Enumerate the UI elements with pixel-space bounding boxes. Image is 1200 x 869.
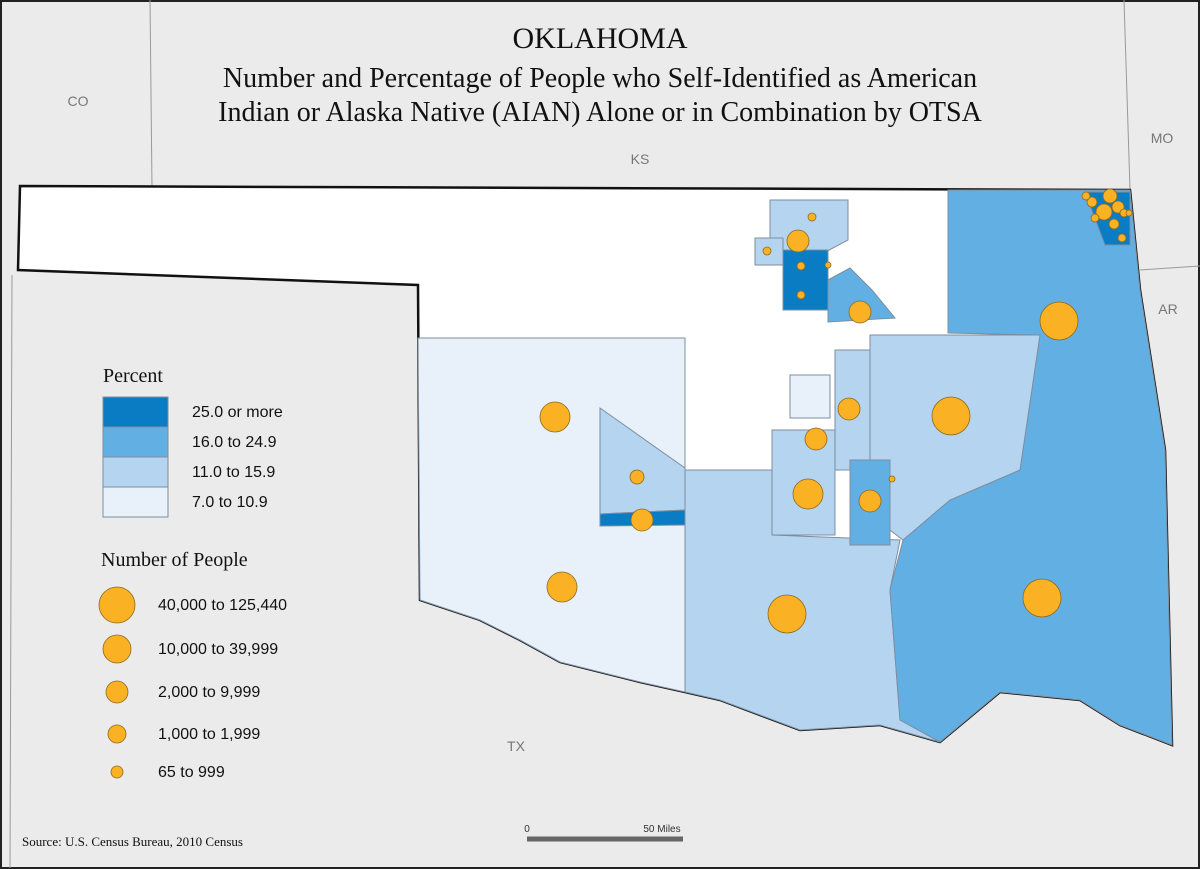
legend-swatch — [102, 396, 169, 428]
scale-start: 0 — [524, 824, 530, 835]
legend-symbol — [105, 680, 129, 704]
legend-swatch — [102, 426, 169, 458]
population-symbol — [1125, 209, 1133, 217]
population-symbol — [796, 261, 806, 271]
population-symbol — [629, 469, 645, 485]
legend-symbol — [110, 765, 124, 779]
population-symbol — [1039, 301, 1079, 341]
legend-label: 10,000 to 39,999 — [158, 641, 278, 658]
legend-label: 11.0 to 15.9 — [192, 464, 275, 481]
legend-swatch — [102, 456, 169, 488]
population-symbol — [858, 489, 882, 513]
population-symbol — [1117, 233, 1127, 243]
population-symbol — [1022, 578, 1062, 618]
state-lines — [9, 0, 1200, 869]
legend-label: 1,000 to 1,999 — [158, 726, 260, 743]
legend-symbol — [98, 586, 136, 624]
people-legend: 40,000 to 125,440 10,000 to 39,999 2,000 t… — [98, 586, 287, 781]
state-label: TX — [507, 738, 526, 754]
population-symbol — [1086, 196, 1098, 208]
legend-label: 16.0 to 24.9 — [192, 434, 277, 451]
state-label: KS — [631, 151, 650, 167]
population-symbol — [1090, 213, 1100, 223]
title: OKLAHOMA — [513, 22, 688, 55]
population-symbol — [539, 401, 571, 433]
state-label: CO — [68, 93, 89, 109]
otsa-population-symbols — [539, 188, 1133, 634]
scale-end: 50 Miles — [643, 824, 680, 835]
legend-label: 40,000 to 125,440 — [158, 597, 287, 614]
legend-label: 25.0 or more — [192, 404, 283, 421]
legend-title: Percent — [103, 365, 163, 387]
population-symbol — [1108, 218, 1120, 230]
legend-label: 65 to 999 — [158, 764, 225, 781]
legend-title: Number of People — [101, 549, 248, 571]
subtitle-line: Number and Percentage of People who Self… — [223, 63, 977, 94]
population-symbol — [824, 261, 832, 269]
legend-symbol — [102, 634, 132, 664]
legend-symbol — [107, 724, 127, 744]
state-label: AR — [1158, 301, 1177, 317]
state-label: MO — [1151, 130, 1174, 146]
legend-swatch — [102, 486, 169, 518]
population-symbol — [630, 508, 654, 532]
population-symbol — [792, 478, 824, 510]
percent-legend: 25.0 or more 16.0 to 24.9 11.0 to 15.9 7.0 … — [102, 396, 283, 518]
population-symbol — [767, 594, 807, 634]
population-symbol — [804, 427, 828, 451]
population-symbol — [762, 246, 772, 256]
subtitle-line: Indian or Alaska Native (AIAN) Alone or … — [218, 97, 982, 128]
population-symbol — [931, 396, 971, 436]
population-symbol — [1102, 188, 1118, 204]
population-symbol — [796, 290, 806, 300]
population-symbol — [1095, 203, 1113, 221]
population-symbol — [546, 571, 578, 603]
legend-label: 2,000 to 9,999 — [158, 684, 260, 701]
population-symbol — [786, 229, 810, 253]
source: Source: U.S. Census Bureau, 2010 Census — [22, 834, 243, 849]
population-symbol — [837, 397, 861, 421]
population-symbol — [807, 212, 817, 222]
population-symbol — [848, 300, 872, 324]
population-symbol — [1081, 191, 1091, 201]
population-symbol — [888, 475, 896, 483]
legend-label: 7.0 to 10.9 — [192, 494, 268, 511]
